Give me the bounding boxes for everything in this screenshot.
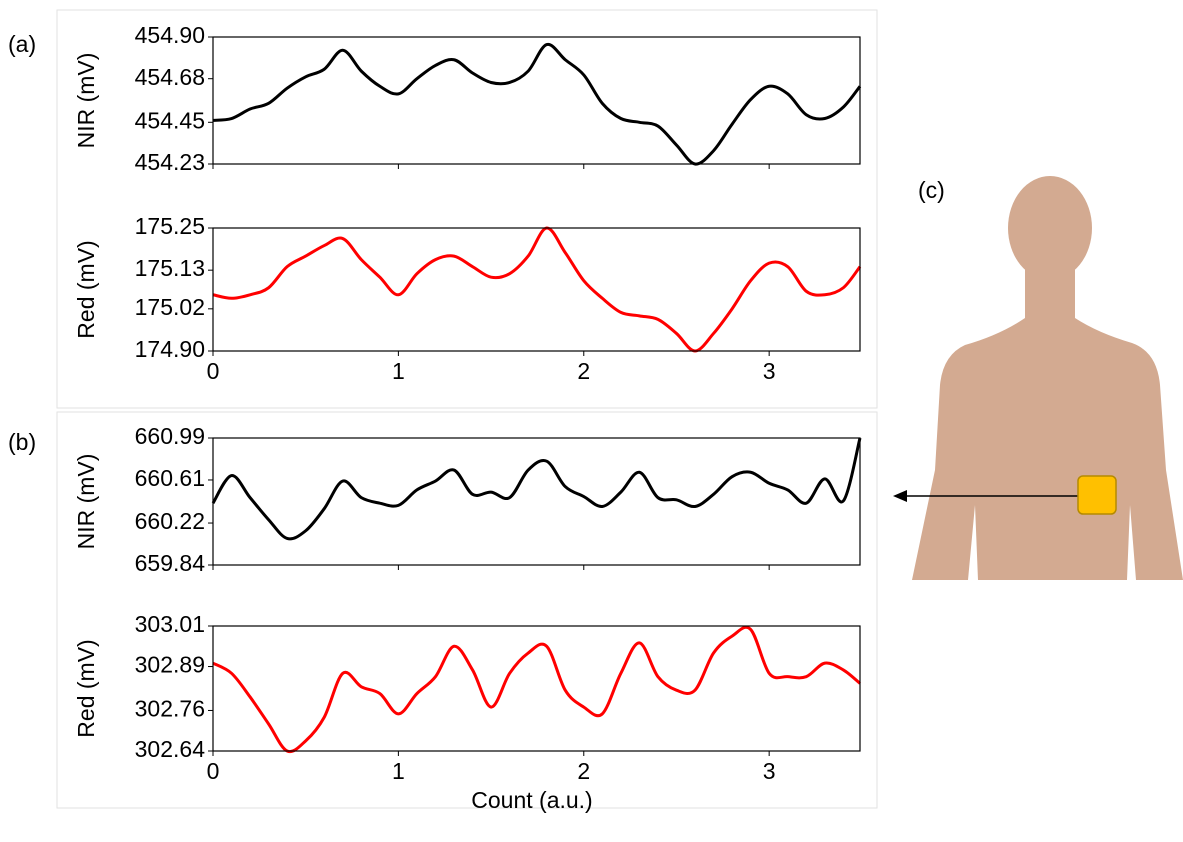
y-tick-label: 454.90 (135, 22, 205, 48)
data-line (212, 42, 862, 166)
torso (912, 265, 1183, 580)
y-axis-label: NIR (mV) (73, 454, 99, 550)
y-tick-label: 175.25 (135, 213, 205, 239)
y-tick-label: 454.45 (135, 107, 205, 133)
x-tick-label: 3 (763, 358, 776, 384)
panel-label: (b) (8, 429, 36, 455)
y-tick-label: 660.61 (135, 465, 205, 491)
x-tick-label: 2 (577, 358, 590, 384)
y-tick-label: 175.13 (135, 255, 205, 281)
y-tick-label: 660.22 (135, 508, 205, 534)
y-axis-label: NIR (mV) (73, 53, 99, 149)
y-tick-label: 454.23 (135, 149, 205, 175)
y-tick-label: 454.68 (135, 64, 205, 90)
plot-frame (212, 36, 861, 165)
body-illustration (893, 176, 1183, 580)
x-axis-label: Count (a.u.) (471, 787, 592, 813)
panel-frame (56, 411, 878, 809)
plot-frame (212, 227, 861, 352)
y-tick-label: 659.84 (135, 550, 206, 576)
x-tick-label: 3 (763, 758, 776, 784)
y-tick-label: 174.90 (135, 336, 205, 362)
y-tick-label: 302.89 (135, 652, 205, 678)
data-line (212, 226, 862, 353)
x-tick-label: 1 (392, 758, 405, 784)
panel-label: (a) (8, 31, 36, 57)
y-tick-label: 302.64 (135, 736, 206, 762)
data-line (211, 437, 862, 541)
plot-frame (212, 437, 861, 566)
x-tick-label: 0 (207, 358, 220, 384)
arrow-head (893, 490, 907, 502)
panel-label: (c) (918, 177, 945, 203)
y-tick-label: 660.99 (135, 423, 205, 449)
panel-frame (56, 9, 878, 409)
plot-frame (212, 625, 861, 752)
x-tick-label: 1 (392, 358, 405, 384)
y-tick-label: 303.01 (135, 611, 205, 637)
data-line (212, 625, 861, 754)
x-tick-label: 0 (207, 758, 220, 784)
y-axis-label: Red (mV) (73, 240, 99, 338)
y-tick-label: 302.76 (135, 696, 205, 722)
y-tick-label: 175.02 (135, 294, 205, 320)
head (1008, 176, 1092, 280)
sensor (1077, 475, 1117, 515)
y-axis-label: Red (mV) (73, 639, 99, 737)
x-tick-label: 2 (577, 758, 590, 784)
